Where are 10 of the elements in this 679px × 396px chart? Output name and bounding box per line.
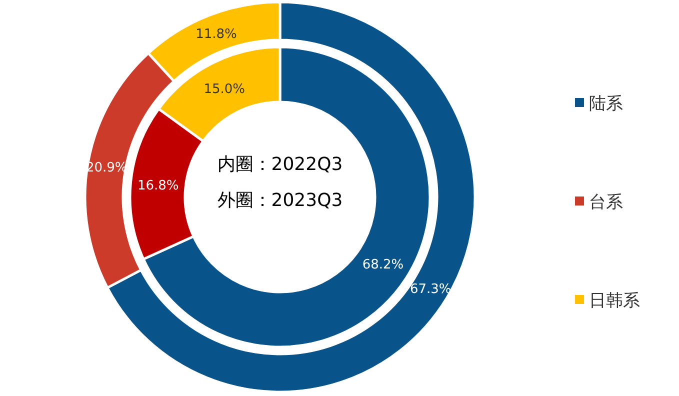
data-label: 11.8%: [196, 26, 237, 42]
legend-label: 日韩系: [589, 291, 640, 311]
data-label: 68.2%: [362, 257, 404, 272]
data-label: 67.3%: [410, 282, 452, 298]
text: 外圈：2023Q3: [217, 190, 343, 211]
data-label: 15.0%: [204, 82, 246, 97]
text: 内圈：2022Q3: [217, 154, 343, 175]
legend-label: 台系: [589, 192, 623, 212]
data-label: 16.8%: [137, 178, 179, 194]
legend-label: 陆系: [589, 94, 623, 114]
